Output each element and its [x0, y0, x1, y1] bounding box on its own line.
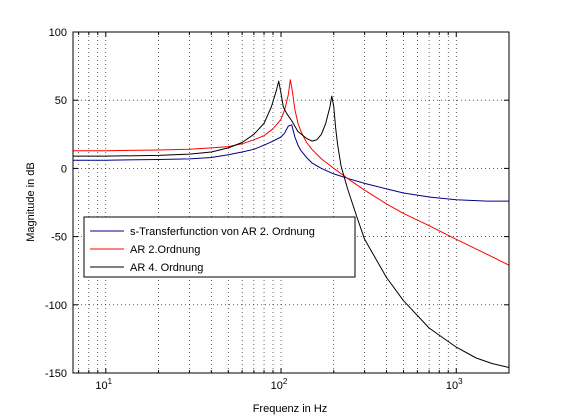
x-tick-labels: 101 102 103 — [95, 377, 463, 392]
legend-label-2: AR 2.Ordnung — [130, 244, 200, 256]
plot-area — [72, 31, 510, 374]
series-line-2 — [73, 79, 509, 266]
y-tick-label: 100 — [49, 27, 67, 39]
tick-marks — [73, 31, 510, 374]
y-tick-label: -150 — [45, 368, 67, 380]
y-tick-label: -100 — [45, 300, 67, 312]
legend-label-3: AR 4. Ordnung — [130, 262, 203, 274]
x-tick-label: 103 — [446, 377, 463, 392]
x-tick-label: 101 — [95, 377, 112, 392]
legend-box — [83, 216, 356, 278]
series-line-1 — [73, 124, 509, 202]
x-tick-label: 102 — [271, 377, 288, 392]
y-axis-title: Magnitude in dB — [25, 162, 37, 242]
series-line-3 — [73, 80, 509, 368]
y-tick-label: -50 — [51, 232, 67, 244]
plot-background — [73, 32, 509, 373]
y-tick-label: 50 — [55, 95, 67, 107]
series-group — [73, 79, 509, 368]
plot-frame — [72, 31, 510, 374]
legend-label-1: s-Transferfunction von AR 2. Ordnung — [130, 226, 315, 238]
y-tick-label: 0 — [61, 163, 67, 175]
legend: s-Transferfunction von AR 2. Ordnung AR 2… — [83, 216, 356, 278]
x-axis-title: Frequenz in Hz — [253, 403, 328, 415]
y-tick-labels: 100 50 0 -50 -100 -150 — [45, 27, 67, 380]
